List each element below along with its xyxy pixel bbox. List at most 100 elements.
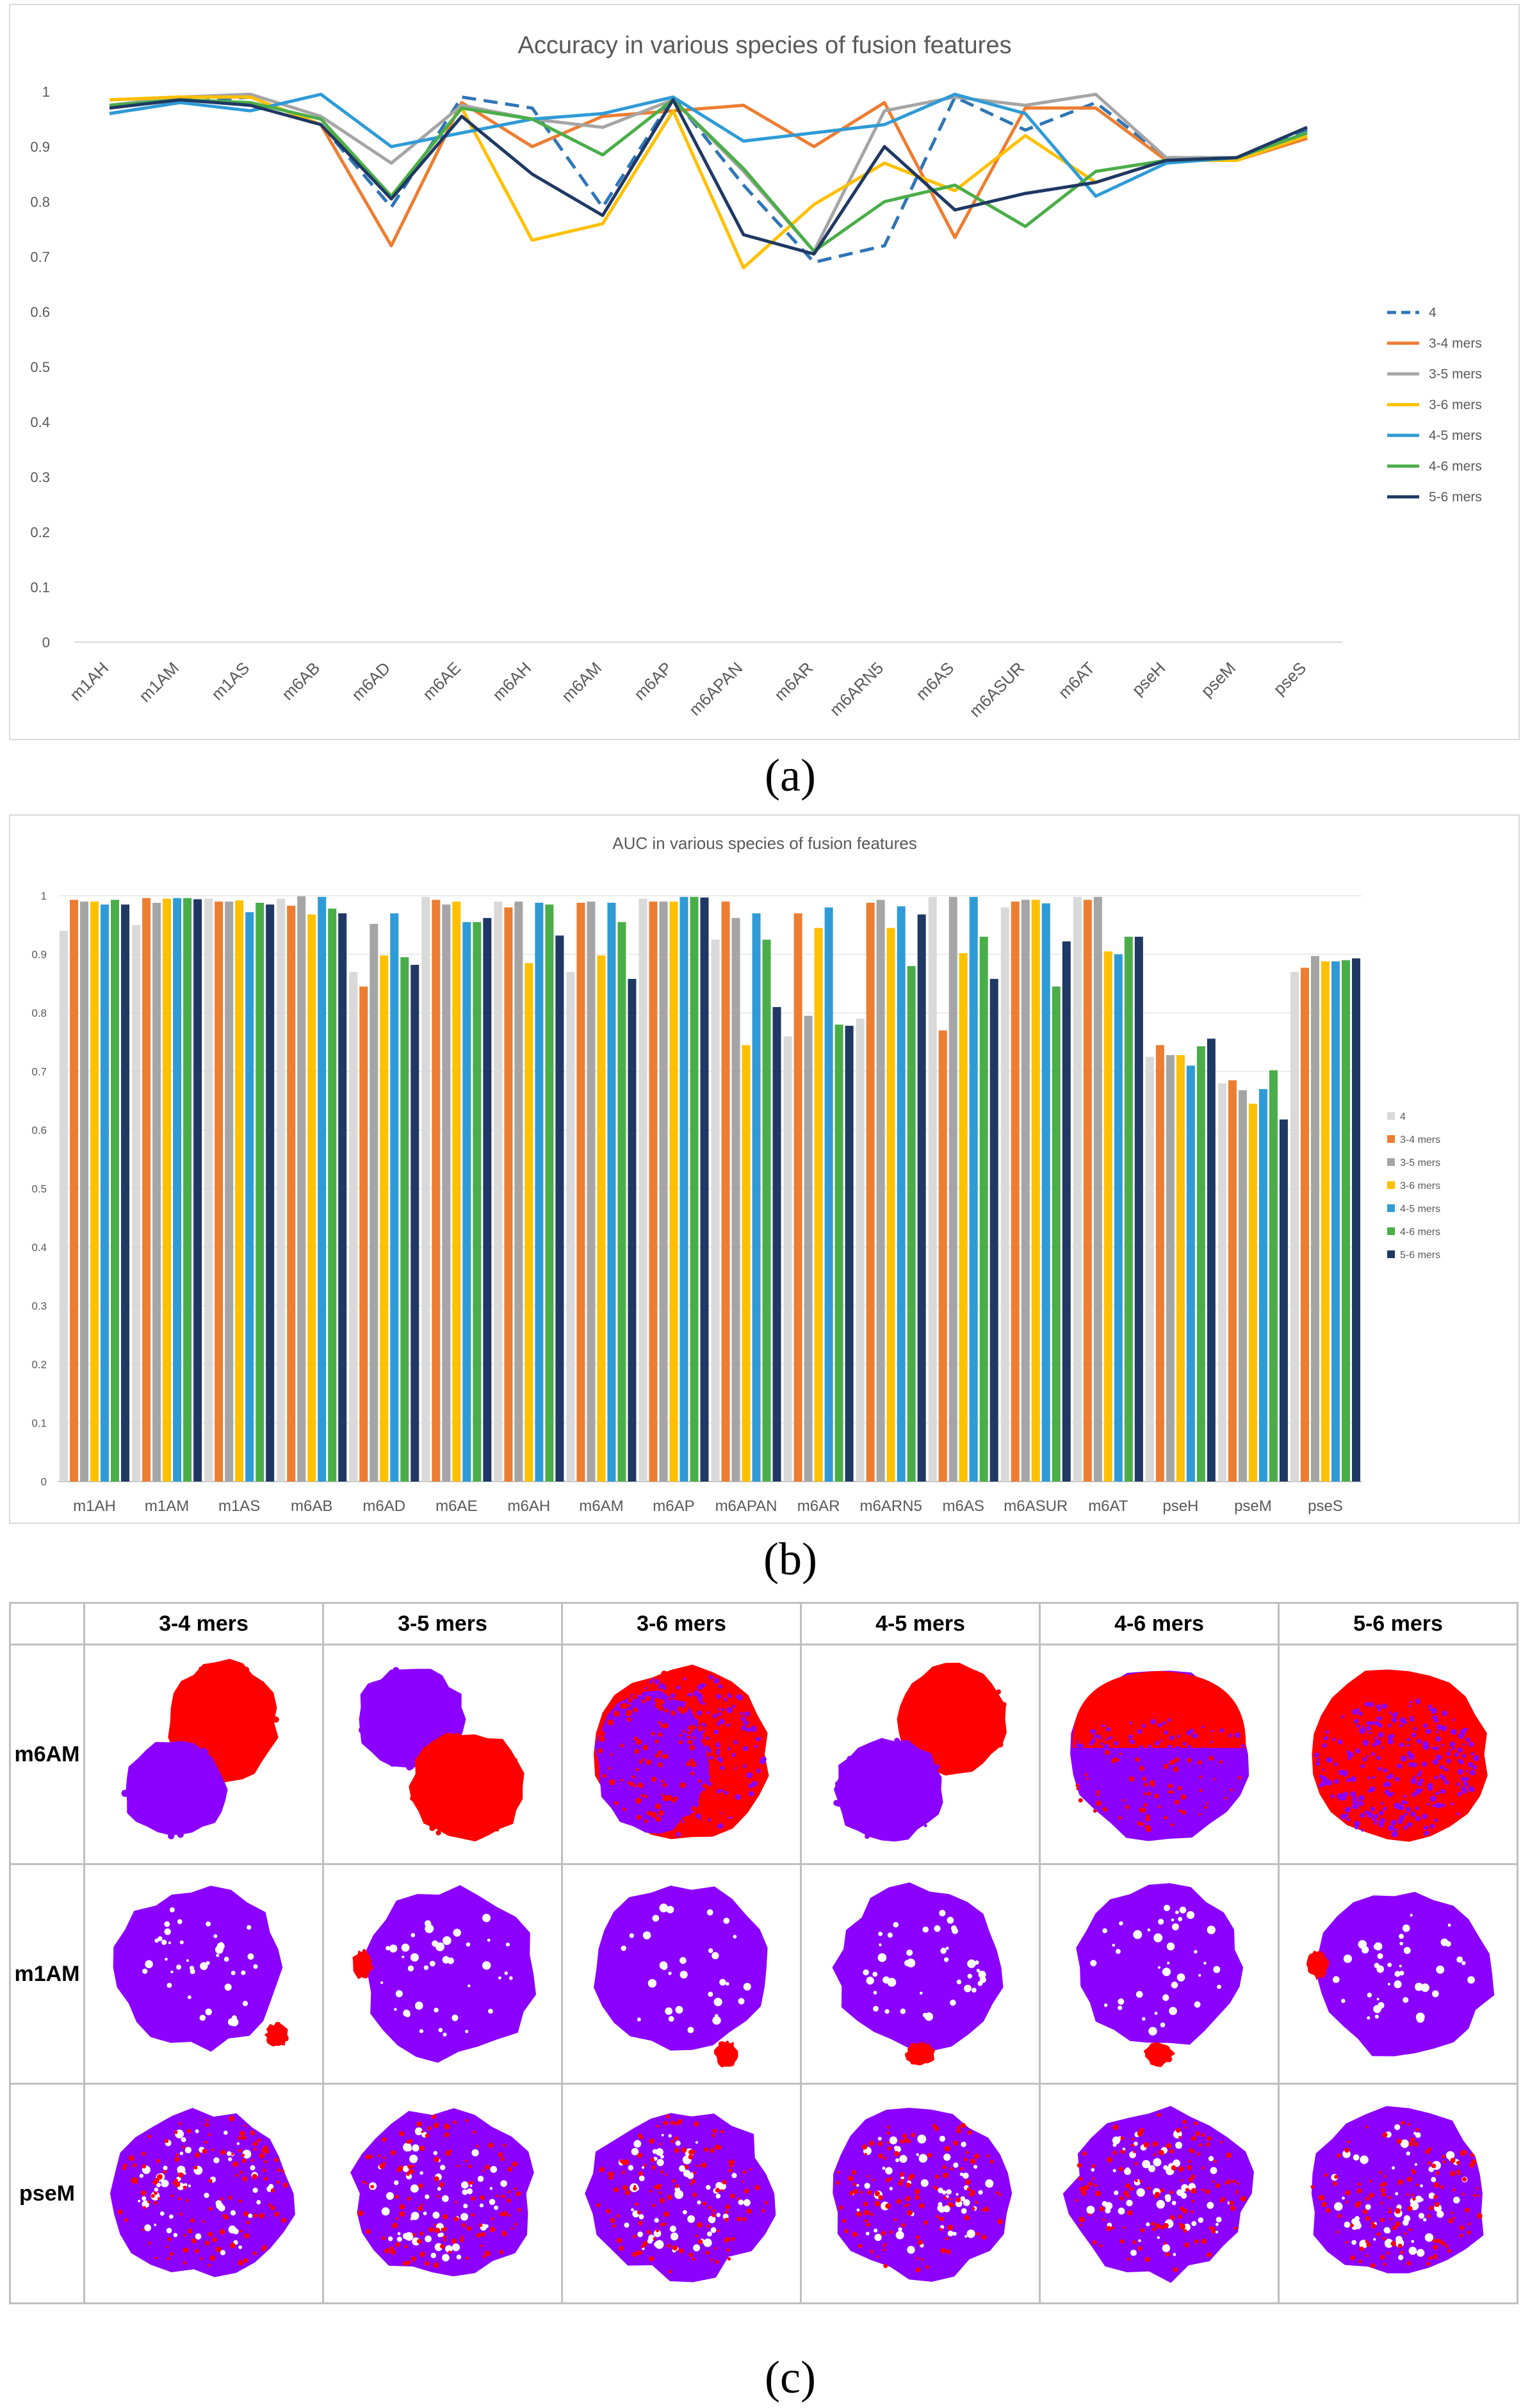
scatter-point: [395, 2195, 399, 2199]
scatter-point: [132, 2163, 137, 2168]
scatter-point: [925, 1728, 930, 1733]
scatter-point: [1233, 2226, 1237, 2230]
scatter-gap: [1119, 1921, 1123, 1926]
legend-label: 3-6 mers: [1400, 1181, 1440, 1192]
scatter-gap: [1402, 1924, 1410, 1932]
scatter-gap: [877, 1953, 887, 1962]
scatter-point: [1141, 1724, 1146, 1728]
scatter-point: [663, 1723, 669, 1729]
tsne-row: m1AM: [9, 1863, 1518, 2085]
scatter-gap: [397, 2232, 401, 2236]
scatter-gap: [1176, 1973, 1185, 1982]
scatter-point: [514, 2187, 517, 2190]
scatter-point: [711, 1695, 715, 1698]
scatter-gap: [386, 1946, 391, 1951]
scatter-point: [669, 2120, 674, 2125]
scatter-point: [852, 2182, 856, 2186]
scatter-point: [702, 1697, 708, 1703]
scatter-point: [419, 1717, 423, 1721]
scatter-point: [749, 1743, 753, 1747]
scatter-point: [252, 2141, 258, 2147]
scatter-point: [709, 1734, 713, 1738]
x-tick-label: m6APAN: [685, 658, 746, 719]
scatter-point: [752, 1771, 758, 1777]
scatter-gap: [1162, 1994, 1169, 2001]
scatter-point: [452, 1763, 459, 1770]
scatter-point: [478, 2223, 483, 2227]
scatter-point: [1459, 2225, 1465, 2231]
scatter-point: [163, 2170, 167, 2174]
scatter-point: [864, 2153, 867, 2156]
scatter-gap: [247, 1953, 254, 1960]
y-tick-label: 0.9: [30, 139, 50, 155]
scatter-point: [1191, 2174, 1195, 2179]
scatter-point: [617, 1727, 623, 1733]
scatter-gap: [1383, 2227, 1390, 2234]
scatter-point: [1427, 2161, 1431, 2165]
scatter-point: [633, 1811, 638, 1816]
scatter-point: [1127, 2257, 1130, 2261]
scatter-point: [892, 1812, 899, 1818]
scatter-point: [1191, 2136, 1196, 2141]
scatter-point: [708, 1755, 713, 1761]
scatter-point: [637, 2133, 642, 2138]
scatter-point: [1132, 2240, 1137, 2245]
scatter-point: [1154, 2192, 1160, 2197]
scatter-gap: [442, 2195, 449, 2202]
legend-label: 4: [1429, 305, 1436, 320]
scatter-point: [1465, 1776, 1469, 1781]
scatter-point: [1078, 1798, 1083, 1803]
scatter-point: [915, 2195, 920, 2201]
scatter-point: [969, 2192, 973, 2197]
scatter-point: [196, 1712, 202, 1718]
scatter-gap: [437, 2186, 441, 2191]
scatter-gap: [964, 1984, 972, 1992]
y-tick-label: 0.7: [30, 249, 50, 265]
bar: [370, 923, 378, 1482]
scatter-point: [1163, 2223, 1169, 2229]
scatter-point: [1379, 2183, 1383, 2187]
scatter-point: [936, 1725, 940, 1729]
scatter-gap: [410, 2217, 414, 2220]
scatter-gap: [680, 1957, 687, 1964]
tsne-scatter: [1062, 2106, 1254, 2283]
scatter-point: [458, 1823, 464, 1829]
scatter-point: [705, 2250, 710, 2255]
tsne-plot: [561, 1863, 802, 2085]
scatter-point: [923, 1685, 929, 1691]
scatter-point: [1134, 2162, 1138, 2165]
scatter-point: [1237, 1775, 1242, 1780]
scatter-point: [729, 2163, 733, 2168]
scatter-point: [720, 2189, 724, 2192]
scatter-point: [863, 1796, 868, 1801]
bar: [452, 901, 461, 1482]
x-tick-label: m6AE: [435, 1498, 477, 1515]
scatter-gap: [1411, 2240, 1414, 2243]
scatter-point: [1433, 2182, 1440, 2188]
scatter-point: [986, 1738, 990, 1743]
scatter-point: [1378, 1732, 1384, 1738]
scatter-gap: [442, 1956, 450, 1964]
scatter-point: [1440, 2241, 1445, 2246]
scatter-point: [362, 2180, 365, 2184]
scatter-point: [1429, 1795, 1436, 1802]
scatter-point: [1323, 1736, 1328, 1741]
scatter-point: [163, 1797, 168, 1802]
scatter-point: [183, 2234, 186, 2237]
scatter-point: [157, 2174, 163, 2180]
scatter-point: [851, 2170, 857, 2175]
scatter-point: [906, 1765, 911, 1769]
scatter-point: [1369, 1702, 1374, 1707]
scatter-point: [1184, 2126, 1187, 2129]
scatter-point: [861, 2144, 868, 2150]
tsne-scatter: [1310, 2106, 1484, 2274]
scatter-point: [678, 1811, 682, 1815]
scatter-gap: [916, 2153, 920, 2156]
scatter-point: [639, 2171, 644, 2176]
scatter-point: [391, 1682, 395, 1686]
scatter-point: [380, 1688, 385, 1693]
scatter-point: [439, 1822, 444, 1827]
scatter-point: [1187, 1745, 1192, 1750]
scatter-gap: [219, 1942, 224, 1946]
scatter-point: [243, 2258, 248, 2263]
